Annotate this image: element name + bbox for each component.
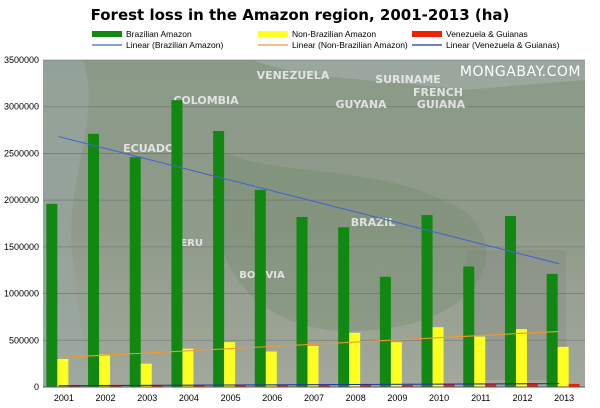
bar-non-brazilian-amazon-2001	[57, 358, 69, 387]
x-tick-label: 2008	[346, 393, 366, 403]
bar-brazilian-amazon-2008	[338, 227, 350, 387]
map-label-ecuador: ECUADOR	[123, 142, 183, 155]
y-tick-label: 3500000	[4, 55, 39, 65]
y-tick-label: 3000000	[4, 102, 39, 112]
bar-brazilian-amazon-2006	[254, 189, 266, 387]
x-tick-label: 2012	[512, 393, 532, 403]
x-tick-label: 2002	[96, 393, 116, 403]
bar-venezuela-guianas-2005	[235, 385, 247, 387]
bar-venezuela-guianas-2011	[485, 384, 497, 387]
map-land-basin	[213, 150, 487, 332]
bar-venezuela-guianas-2001	[68, 385, 80, 387]
map-label-brazil: BRAZIL	[351, 216, 395, 229]
x-tick-label: 2001	[54, 393, 74, 403]
bar-non-brazilian-amazon-2011	[474, 336, 486, 387]
bar-brazilian-amazon-2003	[129, 157, 141, 387]
legend-trend-label: Linear (Brazilian Amazon)	[126, 40, 223, 50]
bar-brazilian-amazon-2007	[296, 216, 308, 387]
map-label-peru: PERU	[173, 238, 203, 249]
bar-non-brazilian-amazon-2004	[182, 348, 194, 387]
bar-venezuela-guianas-2012	[526, 383, 538, 387]
watermark: MONGABAY.COM	[460, 64, 581, 80]
trendline-1	[58, 330, 560, 359]
map-label-guyana: GUYANA	[335, 98, 387, 111]
bar-venezuela-guianas-2006	[276, 385, 288, 387]
bar-non-brazilian-amazon-2010	[432, 327, 444, 387]
y-tick-label: 1500000	[4, 242, 39, 252]
bar-brazilian-amazon-2005	[213, 131, 225, 387]
bar-venezuela-guianas-2009	[401, 384, 413, 387]
bar-non-brazilian-amazon-2009	[390, 342, 402, 387]
x-tick-label: 2003	[137, 393, 157, 403]
bar-venezuela-guianas-2013	[568, 383, 580, 387]
bar-brazilian-amazon-2002	[88, 133, 100, 387]
legend-trend-label: Linear (Non-Brazilian Amazon)	[292, 40, 408, 50]
bar-brazilian-amazon-2001	[46, 203, 58, 387]
x-tick-label: 2011	[471, 393, 490, 403]
trendline-2	[58, 383, 560, 387]
bar-venezuela-guianas-2002	[110, 385, 122, 387]
legend-label: Brazilian Amazon	[126, 29, 192, 39]
bar-venezuela-guianas-2007	[318, 384, 330, 387]
map-label-guiana: GUIANA	[417, 98, 466, 111]
bar-non-brazilian-amazon-2006	[265, 351, 277, 387]
legend-swatch-venezuela-guianas	[412, 31, 442, 37]
x-tick-label: 2006	[262, 393, 282, 403]
bar-brazilian-amazon-2009	[379, 276, 391, 387]
x-tick-label: 2010	[429, 393, 449, 403]
bar-venezuela-guianas-2004	[193, 385, 205, 387]
bar-non-brazilian-amazon-2005	[224, 342, 236, 387]
bar-venezuela-guianas-2003	[151, 385, 163, 387]
trendline-0	[58, 136, 560, 265]
map-label-colombia: COLOMBIA	[173, 94, 239, 107]
map-label-venezuela: VENEZUELA	[257, 69, 330, 82]
legend-label: Venezuela & Guianas	[446, 29, 528, 39]
bar-venezuela-guianas-2008	[360, 384, 372, 387]
bar-non-brazilian-amazon-2008	[349, 332, 361, 387]
x-tick-label: 2005	[221, 393, 241, 403]
legend-label: Non-Brazilian Amazon	[292, 29, 376, 39]
bar-brazilian-amazon-2011	[463, 266, 475, 387]
bar-brazilian-amazon-2013	[546, 273, 558, 387]
y-tick-label: 500000	[9, 335, 39, 345]
bar-non-brazilian-amazon-2002	[99, 354, 111, 387]
y-tick-label: 0	[34, 382, 39, 392]
bar-non-brazilian-amazon-2012	[515, 329, 527, 387]
y-tick-label: 2000000	[4, 195, 39, 205]
y-tick-label: 1000000	[4, 289, 39, 299]
chart-title: Forest loss in the Amazon region, 2001-2…	[91, 6, 510, 24]
legend-swatch-brazilian-amazon	[92, 31, 122, 37]
bar-non-brazilian-amazon-2003	[140, 363, 152, 387]
bar-non-brazilian-amazon-2013	[557, 346, 569, 387]
bar-brazilian-amazon-2004	[171, 100, 183, 387]
bar-brazilian-amazon-2010	[421, 215, 433, 387]
legend-swatch-non-brazilian-amazon	[258, 31, 288, 37]
x-tick-label: 2007	[304, 393, 324, 403]
x-tick-label: 2004	[179, 393, 199, 403]
bar-brazilian-amazon-2012	[504, 216, 516, 387]
y-tick-label: 2500000	[4, 148, 39, 158]
map-label-french: FRENCH	[413, 86, 463, 99]
x-tick-label: 2009	[387, 393, 407, 403]
bar-non-brazilian-amazon-2007	[307, 345, 319, 387]
map-label-suriname: SURINAME	[375, 73, 441, 86]
x-tick-label: 2013	[554, 393, 574, 403]
map-legend-ghost	[466, 250, 566, 380]
bar-venezuela-guianas-2010	[443, 384, 455, 387]
legend-trend-label: Linear (Venezuela & Guianas)	[446, 40, 560, 50]
map-ocean-north	[253, 60, 585, 90]
